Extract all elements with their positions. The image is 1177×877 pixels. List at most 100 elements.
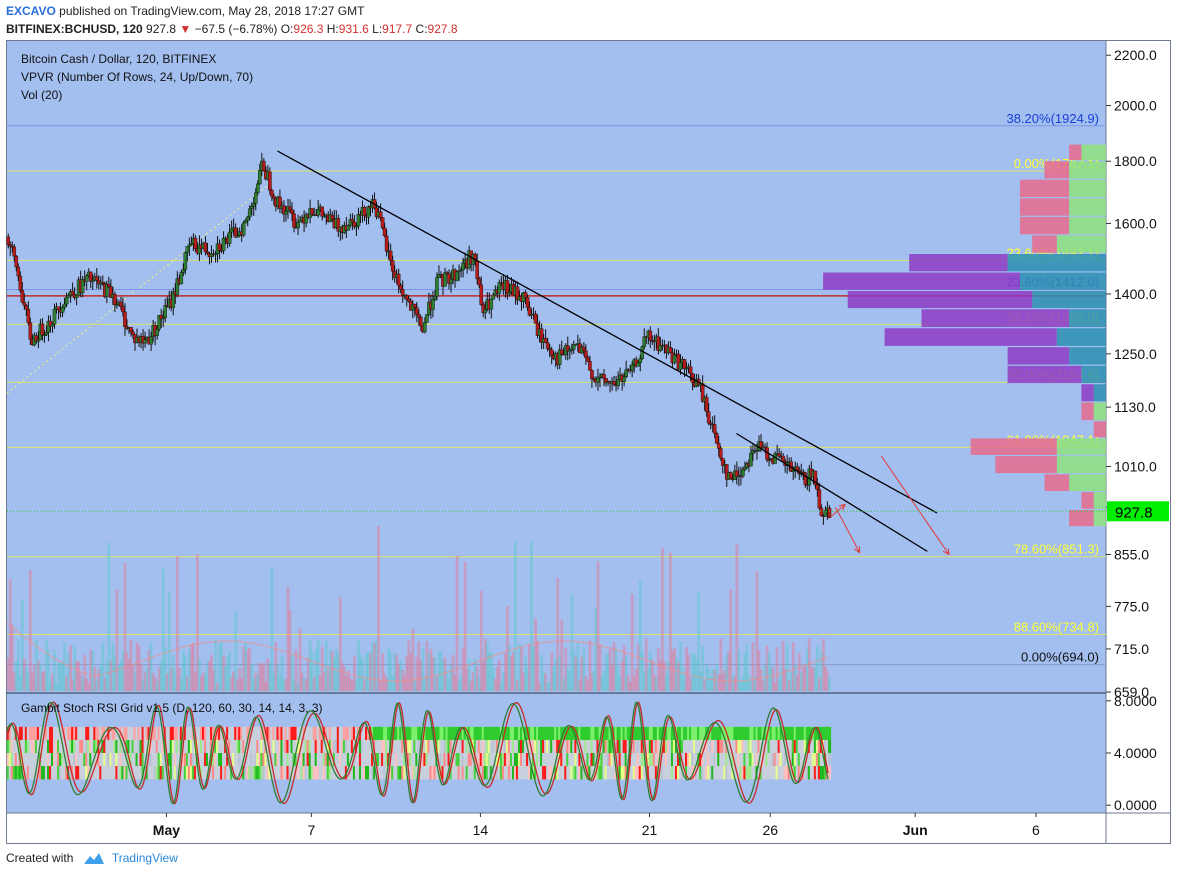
stoch-grid-cell (691, 753, 695, 767)
stoch-grid-cell (528, 739, 532, 754)
stoch-grid-cell (44, 766, 49, 780)
stoch-grid-cell (767, 766, 771, 780)
stoch-grid-cell (622, 739, 626, 754)
stoch-grid-cell (441, 739, 445, 754)
stoch-grid-cell (228, 766, 232, 780)
vpvr-down-bar (884, 328, 1057, 346)
stoch-grid-cell (46, 726, 51, 741)
chart-frame[interactable]: 2200.0 2000.0 1800.0 1600.0 1400.0 1250.0 1130… (6, 40, 1171, 844)
stoch-grid-cell (781, 766, 785, 780)
volume-bar (119, 660, 123, 691)
stoch-grid-cell (594, 753, 598, 767)
stoch-grid-cell (95, 766, 99, 780)
stoch-grid-cell (264, 766, 268, 780)
volume-bar (646, 668, 650, 691)
candle-body (288, 206, 292, 211)
volume-bar (165, 673, 169, 691)
stoch-grid-cell (48, 739, 53, 754)
candle-body (24, 305, 29, 310)
candle-body (119, 301, 123, 307)
stoch-grid-cell (99, 753, 103, 767)
legend-stoch[interactable]: Gambit Stoch RSI Grid v1.5 (D, 120, 60, … (21, 701, 323, 715)
stoch-grid-cell (491, 766, 495, 780)
ohlc-bar: BITFINEX:BCHUSD, 120 927.8 ▼ −67.5 (−6.7… (6, 22, 458, 36)
candle-body (129, 327, 133, 333)
stoch-grid-cell (44, 753, 49, 767)
stoch-grid-cell (222, 753, 226, 767)
stoch-grid-cell (477, 739, 481, 754)
volume-bar (751, 641, 755, 691)
chart-canvas[interactable]: 2200.02000.01800.01600.01400.01250.01130… (6, 40, 1171, 844)
volume-bar (47, 649, 50, 691)
stoch-grid-cell (135, 726, 139, 741)
volume-bar (167, 591, 171, 691)
volume-bar (548, 682, 552, 691)
stoch-grid-cell (97, 753, 101, 767)
stoch-grid-cell (415, 726, 419, 741)
stoch-grid-cell (244, 766, 248, 780)
vpvr-up-bar (1056, 456, 1106, 474)
stoch-grid-cell (497, 739, 502, 754)
legend-vpvr[interactable]: VPVR (Number Of Rows, 24, Up/Down, 70) (21, 70, 254, 84)
volume-bar (429, 649, 433, 691)
volume-bar (141, 679, 145, 691)
stoch-grid-cell (668, 726, 673, 741)
volume-bar (791, 642, 795, 691)
stoch-grid-cell (497, 753, 502, 767)
vpvr-down-bar (1007, 365, 1082, 384)
stoch-grid-cell (489, 753, 493, 767)
volume-bar (634, 668, 638, 691)
legend-vol[interactable]: Vol (20) (21, 88, 63, 102)
stoch-grid-cell (270, 753, 274, 767)
stoch-grid-cell (801, 726, 805, 741)
stoch-grid-cell (445, 726, 449, 741)
volume-bar (727, 650, 731, 691)
stoch-grid-cell (419, 766, 423, 780)
stoch-grid-cell (521, 753, 526, 767)
volume-bar (286, 586, 290, 691)
stoch-grid-cell (201, 766, 206, 780)
stoch-grid-cell (191, 766, 196, 780)
stoch-grid-cell (24, 753, 29, 767)
candle-body (483, 309, 488, 314)
volume-bar (660, 547, 664, 691)
price-tick-label: 1400.0 (1114, 286, 1157, 302)
volume-bar (731, 674, 735, 691)
candle-body (175, 278, 180, 296)
stoch-grid-cell (212, 766, 216, 780)
price-tick-label: 2200.0 (1114, 47, 1157, 63)
tradingview-link[interactable]: TradingView (111, 851, 178, 865)
stoch-grid-cell (670, 766, 675, 780)
stoch-grid-cell (260, 753, 264, 767)
stoch-grid-cell (775, 726, 779, 741)
stoch-grid-cell (733, 726, 737, 741)
stoch-grid-cell (399, 766, 403, 780)
stoch-grid-cell (177, 753, 181, 767)
stoch-grid-cell (189, 753, 194, 767)
volume-bar (407, 640, 411, 691)
stoch-grid-cell (367, 739, 371, 754)
author-name[interactable]: EXCAVO (6, 4, 56, 18)
stoch-grid-cell (44, 739, 49, 754)
volume-bar (355, 679, 358, 691)
volume-bar (304, 678, 308, 691)
volume-bar (729, 589, 733, 691)
stoch-grid-cell (723, 726, 727, 741)
stoch-grid-cell (139, 766, 143, 780)
volume-bar (709, 676, 713, 691)
stoch-grid-cell (463, 753, 467, 767)
footer: Created with TradingView (6, 851, 178, 865)
stoch-grid-cell (757, 739, 761, 754)
legend-title[interactable]: Bitcoin Cash / Dollar, 120, BITFINEX (21, 52, 217, 66)
candle-body (149, 336, 153, 345)
stoch-grid-cell (391, 766, 395, 780)
stoch-grid-cell (417, 739, 421, 754)
candle-body (704, 396, 709, 413)
volume-bar (153, 677, 157, 691)
stoch-grid-cell (519, 766, 524, 780)
volume-bar (638, 580, 642, 691)
stoch-grid-cell (558, 766, 562, 780)
stoch-grid-cell (481, 726, 485, 741)
stoch-grid-cell (324, 726, 328, 741)
stoch-grid-cell (427, 739, 431, 754)
